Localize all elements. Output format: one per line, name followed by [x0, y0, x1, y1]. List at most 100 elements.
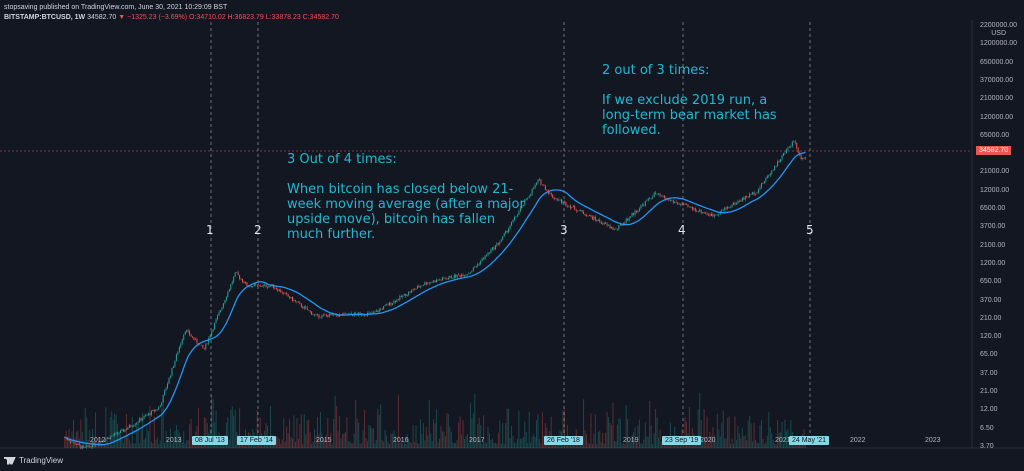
volume-bar	[521, 438, 523, 448]
candle-body	[305, 306, 307, 308]
volume-bar	[563, 409, 565, 448]
candle-body	[593, 216, 595, 220]
candle-body	[488, 252, 490, 254]
candle-body	[584, 214, 586, 216]
candle-body	[389, 302, 391, 306]
volume-bar	[484, 441, 486, 448]
candle-body	[81, 446, 83, 449]
time-badge: 08 Jul '13	[192, 436, 228, 445]
volume-bar	[390, 433, 392, 448]
candle-body	[586, 215, 588, 217]
volume-bar	[280, 443, 282, 448]
candle-body	[459, 274, 461, 277]
volume-bar	[503, 443, 505, 448]
volume-bar	[797, 442, 799, 448]
volume-bar	[397, 394, 399, 448]
volume-bar	[372, 428, 374, 448]
candle-body	[215, 319, 217, 323]
volume-bar	[309, 432, 311, 448]
candle-body	[716, 214, 718, 216]
candle-body	[743, 197, 745, 200]
candle-body	[781, 155, 783, 160]
marker-2: 2	[254, 223, 262, 237]
volume-bar	[212, 399, 214, 448]
candle-body	[605, 222, 607, 224]
price-tick-label: 650000.00	[980, 58, 1014, 66]
candle-body	[106, 437, 108, 439]
volume-bar	[170, 428, 172, 448]
candle-body	[231, 281, 233, 285]
candle-body	[431, 282, 433, 283]
candle-body	[552, 194, 554, 198]
candle-body	[418, 286, 420, 288]
volume-bar	[149, 405, 151, 448]
candle-body	[114, 433, 116, 436]
candle-body	[546, 189, 548, 191]
candle-body	[259, 285, 261, 287]
volume-bar	[228, 439, 230, 448]
candle-body	[474, 267, 476, 268]
volume-bar	[713, 435, 715, 448]
volume-bar	[533, 434, 535, 448]
volume-bar	[430, 433, 432, 448]
volume-bar	[606, 412, 608, 448]
candle-body	[791, 141, 793, 147]
volume-bar	[165, 431, 167, 448]
candle-body	[627, 219, 629, 221]
volume-bar	[640, 443, 642, 448]
candle-body	[555, 198, 557, 200]
volume-bar	[587, 442, 589, 448]
volume-bar	[477, 424, 479, 448]
candle-body	[768, 175, 770, 177]
volume-bar	[95, 412, 97, 448]
volume-bar	[506, 408, 508, 448]
volume-bar	[449, 426, 451, 448]
price-tick-label: 210.00	[980, 314, 1002, 322]
volume-bar	[609, 422, 611, 448]
volume-bar	[768, 411, 770, 448]
candle-body	[477, 263, 479, 266]
volume-bar	[652, 443, 654, 448]
candle-body	[618, 225, 620, 229]
candle-body	[524, 200, 526, 206]
candle-body	[403, 293, 405, 296]
candle-body	[603, 222, 605, 225]
candle-body	[652, 197, 654, 199]
candle-body	[471, 270, 473, 273]
candle-body	[224, 300, 226, 304]
volume-bar	[416, 442, 418, 448]
volume-bar	[161, 408, 163, 448]
candle-body	[228, 289, 230, 292]
volume-bar	[631, 435, 633, 448]
volume-bar	[709, 431, 711, 448]
volume-bar	[230, 409, 232, 448]
volume-bar	[496, 443, 498, 448]
volume-bar	[719, 436, 721, 448]
volume-bar	[490, 439, 492, 448]
candle-body	[105, 438, 107, 441]
candle-body	[205, 343, 207, 349]
time-tick-label: 2023	[925, 437, 941, 444]
candle-body	[606, 223, 608, 226]
tradingview-logo[interactable]: TradingView	[4, 456, 63, 465]
candle-body	[625, 219, 627, 224]
volume-bar	[153, 416, 155, 448]
volume-bar	[594, 414, 596, 448]
volume-bar	[703, 409, 705, 448]
candle-body	[641, 204, 643, 206]
volume-bar	[190, 418, 192, 448]
candle-body	[394, 300, 396, 303]
candle-body	[499, 242, 501, 245]
candle-body	[558, 200, 560, 201]
symbol-label[interactable]: BITSTAMP:BTCUSD, 1W	[4, 14, 86, 21]
candle-body	[340, 314, 342, 315]
candle-body	[671, 200, 673, 201]
volume-bar	[203, 417, 205, 448]
candle-body	[734, 202, 736, 205]
publish-info: stopsaving published on TradingView.com,…	[4, 4, 228, 11]
candle-body	[685, 204, 687, 205]
candle-body	[125, 429, 127, 431]
candle-body	[519, 208, 521, 212]
candle-body	[553, 197, 555, 199]
volume-bar	[762, 438, 764, 448]
